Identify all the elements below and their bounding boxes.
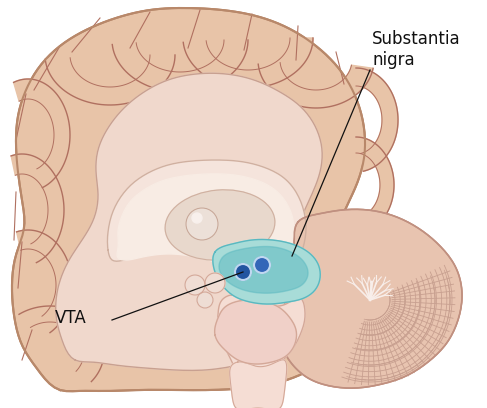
Polygon shape (356, 137, 394, 232)
Circle shape (186, 208, 218, 240)
Polygon shape (215, 300, 297, 364)
Polygon shape (117, 174, 294, 266)
Text: Substantia
nigra: Substantia nigra (372, 30, 461, 69)
Polygon shape (230, 360, 287, 408)
Ellipse shape (165, 190, 275, 260)
Polygon shape (19, 306, 104, 381)
Polygon shape (12, 8, 365, 391)
Polygon shape (213, 239, 320, 304)
Circle shape (254, 257, 270, 273)
Polygon shape (218, 295, 305, 408)
Polygon shape (258, 62, 373, 108)
Circle shape (192, 213, 202, 223)
Polygon shape (11, 154, 64, 263)
Circle shape (197, 292, 213, 308)
Circle shape (235, 264, 251, 280)
Circle shape (185, 275, 205, 295)
Polygon shape (108, 160, 306, 268)
Polygon shape (356, 68, 398, 171)
Polygon shape (45, 55, 175, 105)
Polygon shape (219, 246, 308, 293)
Circle shape (205, 273, 225, 293)
Polygon shape (280, 209, 462, 388)
Polygon shape (14, 79, 70, 188)
Polygon shape (112, 40, 248, 92)
Polygon shape (56, 73, 322, 370)
Polygon shape (17, 230, 72, 333)
Polygon shape (183, 38, 313, 88)
Text: VTA: VTA (55, 309, 87, 327)
